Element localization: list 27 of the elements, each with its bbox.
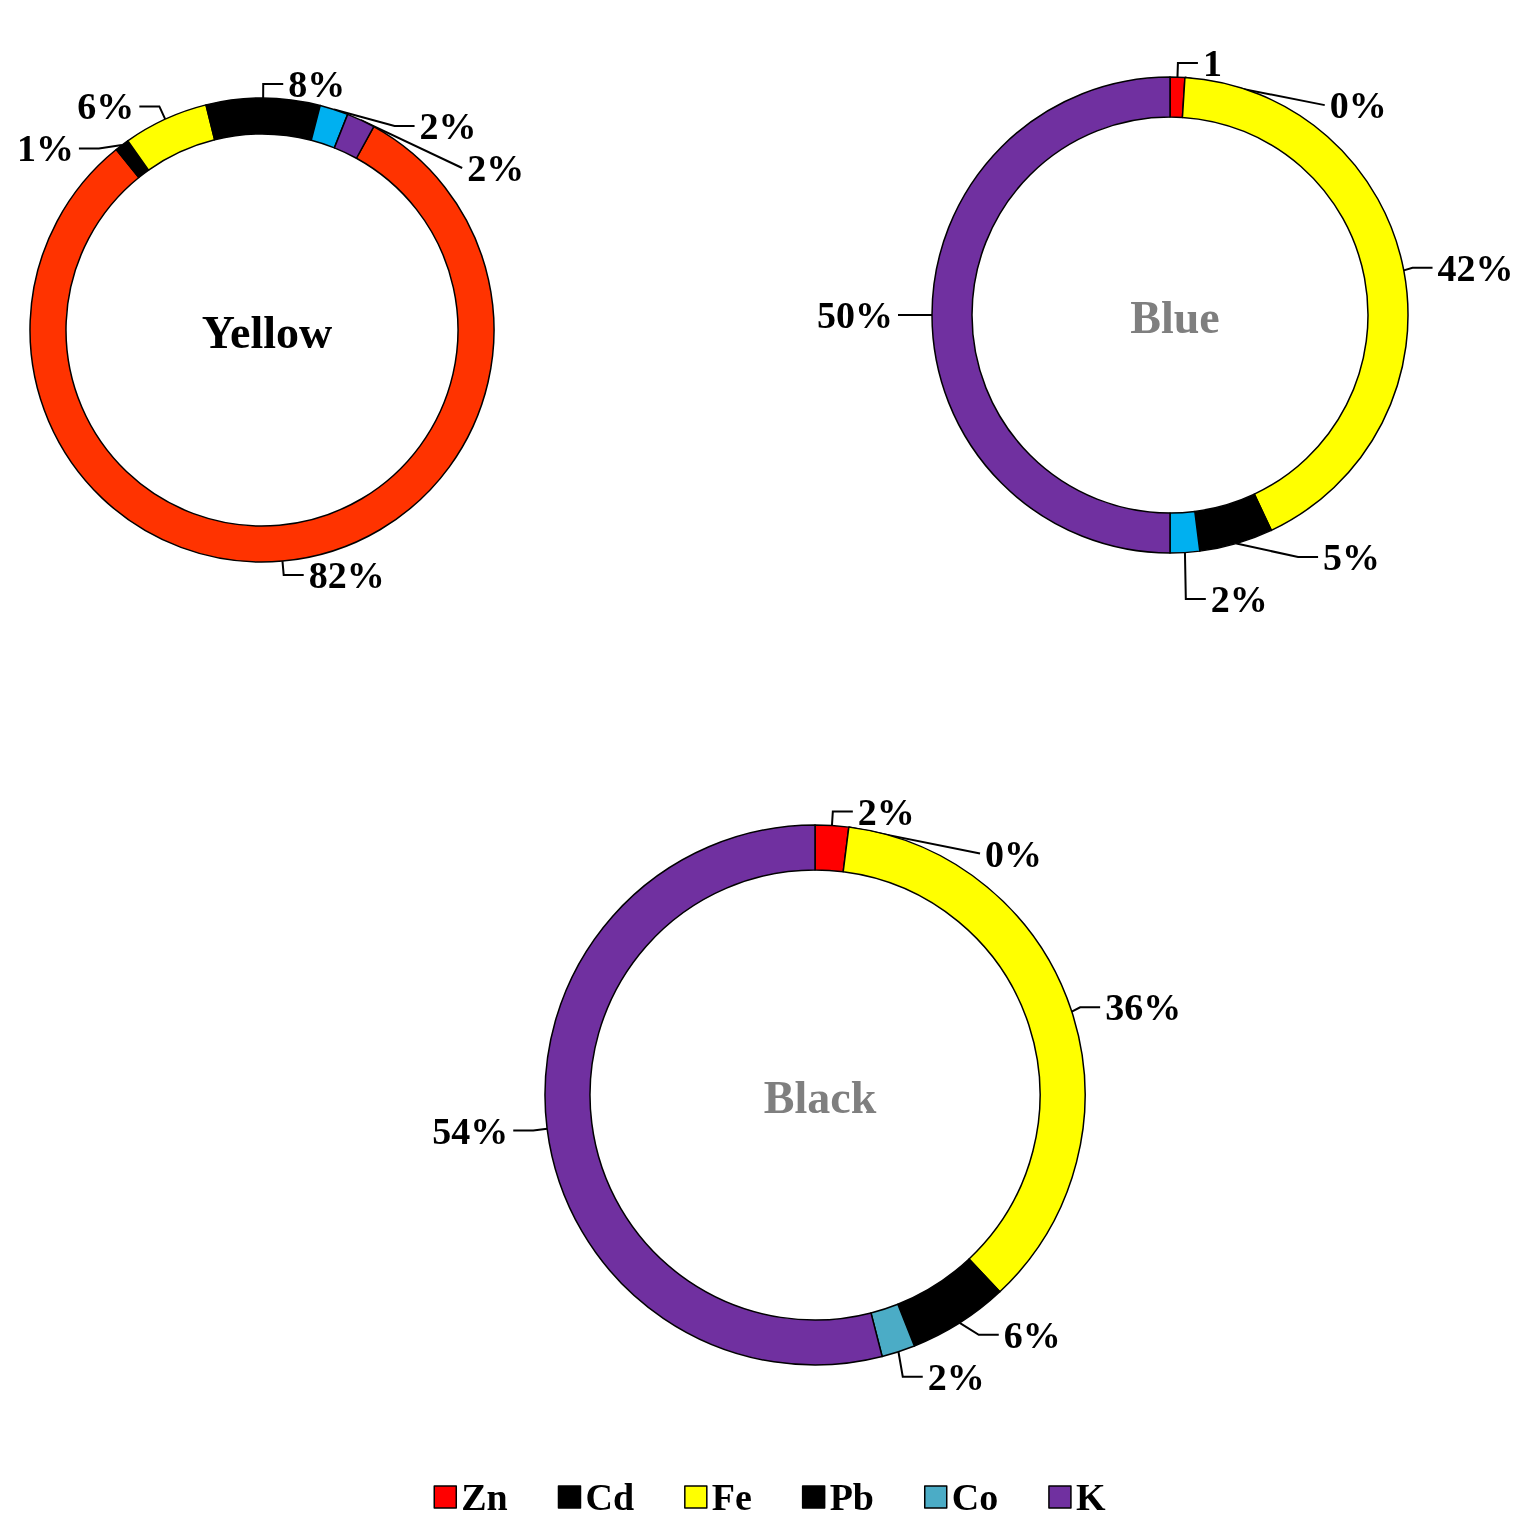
data-label: 6% (77, 85, 135, 128)
data-label: 82% (308, 554, 385, 597)
data-label: 2% (927, 1355, 985, 1398)
data-label: 50% (817, 294, 893, 336)
data-label: 36% (1105, 986, 1182, 1029)
data-label: 42% (1437, 246, 1514, 289)
data-label: 2% (857, 790, 915, 833)
data-label: 2% (1210, 577, 1268, 620)
text: 0% (1329, 84, 1387, 127)
data-label: 8% (288, 63, 346, 105)
data-label: 1% (16, 127, 74, 170)
data-label: 2% (419, 105, 477, 147)
text: 0% (985, 832, 1043, 875)
text: Yellow (201, 306, 333, 358)
text: Blue (1130, 291, 1220, 343)
data-label: 2% (467, 147, 525, 189)
legend-label: Co (951, 1476, 999, 1518)
data-label: 6% (1003, 1313, 1061, 1356)
data-label: 1 (1202, 42, 1222, 85)
legend-label: Pb (829, 1476, 874, 1518)
text: Black (763, 1071, 877, 1123)
data-label: 54% (432, 1109, 509, 1152)
legend-label: Cd (585, 1476, 635, 1518)
legend-label: Fe (711, 1476, 752, 1518)
legend-label: K (1075, 1476, 1106, 1518)
data-label: 5% (1323, 535, 1381, 578)
legend-label: Zn (461, 1476, 508, 1518)
